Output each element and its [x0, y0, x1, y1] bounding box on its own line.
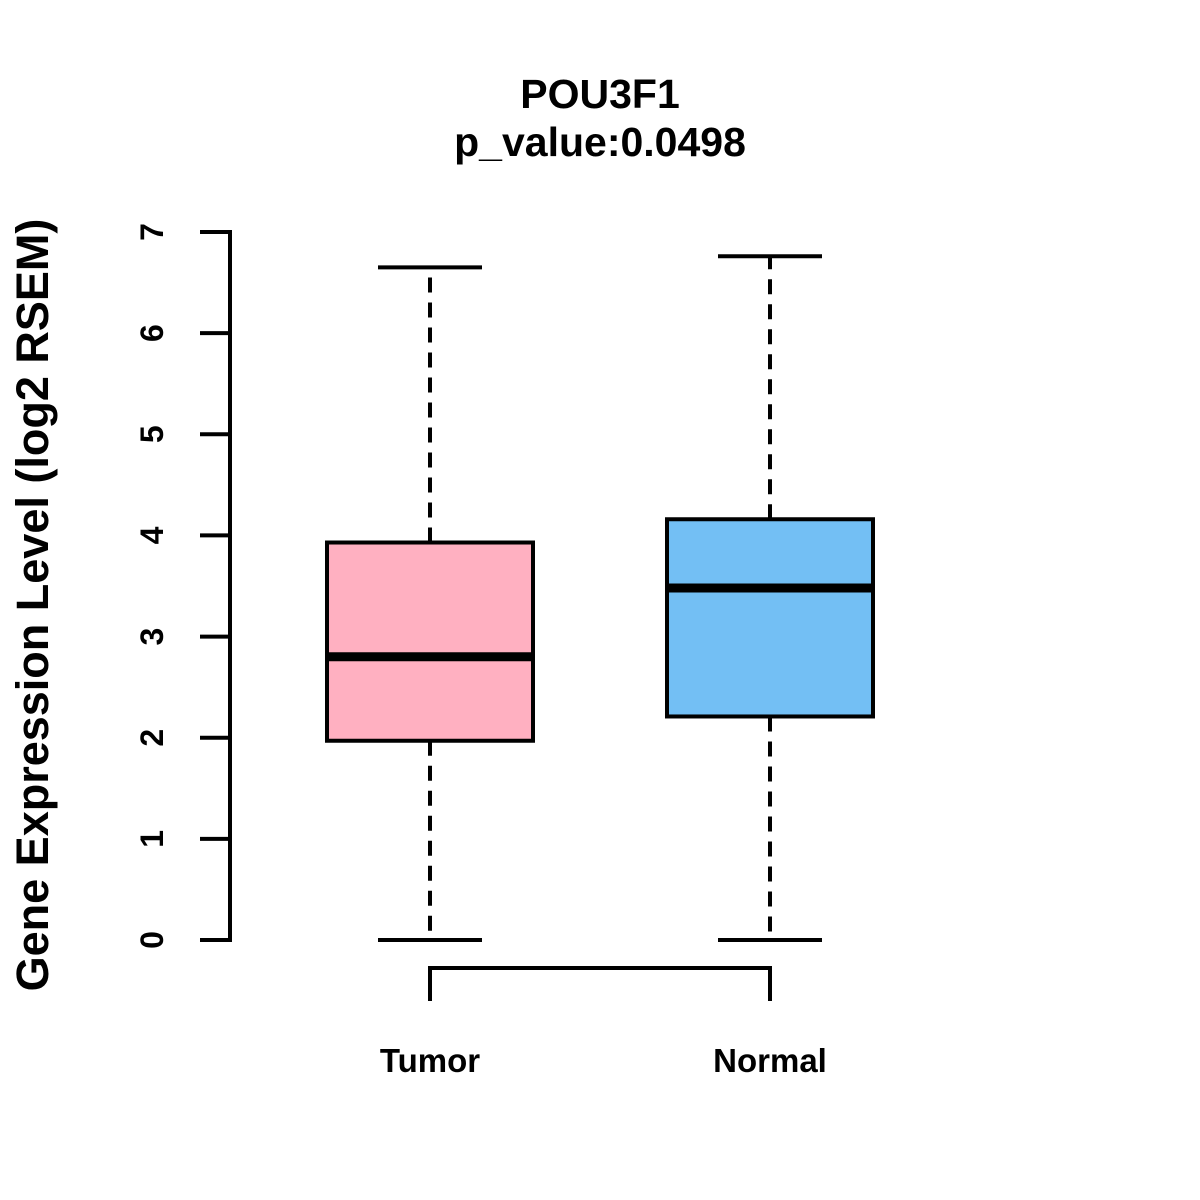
y-tick-label: 2: [134, 729, 170, 747]
y-tick-label: 1: [134, 830, 170, 848]
y-tick-label: 6: [134, 324, 170, 342]
box-tumor: [325, 540, 535, 743]
y-tick-label: 0: [134, 931, 170, 949]
x-axis-bracket: [428, 966, 772, 1001]
x-label-tumor: Tumor: [379, 1042, 481, 1079]
y-tick-label: 5: [134, 425, 170, 443]
y-tick-label: 7: [134, 223, 170, 241]
chart-subtitle-pvalue: p_value:0.0498: [454, 119, 746, 165]
y-tick-label: 3: [134, 628, 170, 646]
y-tick-label: 4: [134, 526, 170, 544]
box-normal: [665, 517, 875, 719]
chart-title: POU3F1: [520, 71, 680, 117]
x-label-normal: Normal: [713, 1042, 827, 1079]
